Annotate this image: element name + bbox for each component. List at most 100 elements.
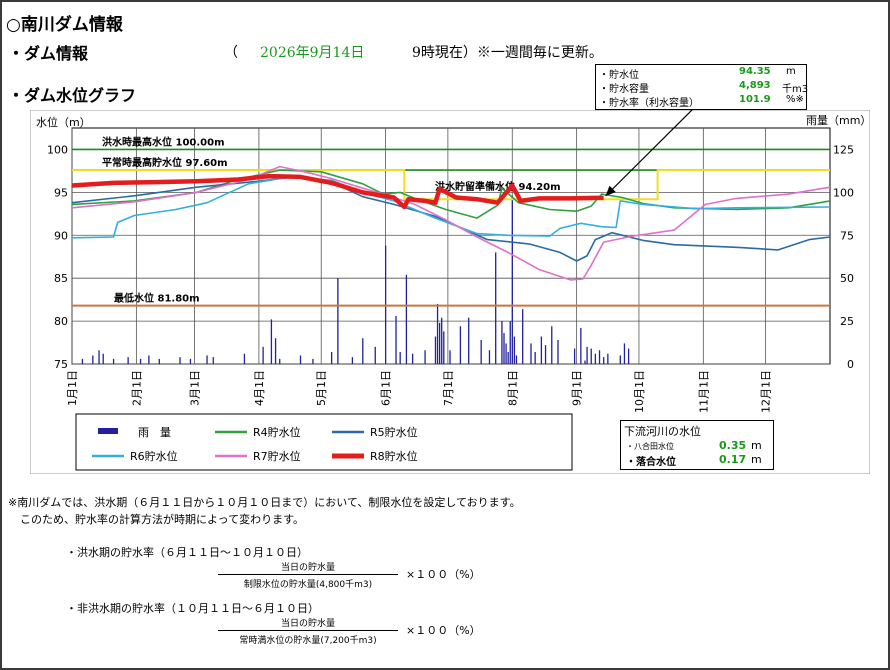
- downstream-row-ochiai: ・落合水位 0.17 m: [621, 453, 773, 468]
- legend-label: R8貯水位: [370, 449, 418, 463]
- rain-bar: [449, 350, 451, 364]
- rain-bar: [158, 358, 160, 364]
- x-tick-label: 12月1日: [760, 370, 773, 413]
- downstream-title: 下流河川の水位: [624, 425, 701, 438]
- current-rate-value: 101.9: [739, 94, 771, 105]
- y2-tick-label: 25: [840, 315, 854, 328]
- current-status-box: ・貯水位 94.35 m ・貯水容量 4,893 千m3 ・貯水率（利水容量） …: [595, 64, 808, 110]
- legend-label: R7貯水位: [253, 449, 301, 463]
- rain-bar: [405, 274, 408, 364]
- rain-bar: [395, 315, 397, 364]
- ochiai-unit: m: [751, 453, 762, 466]
- series-lines: [71, 165, 831, 281]
- dam-info-label: ・ダム情報: [8, 44, 89, 63]
- legend: 雨 量 R4貯水位 R5貯水位 R6貯水位 R7貯水位 R8貯水位: [75, 413, 573, 471]
- rain-bar: [495, 252, 497, 364]
- rain-bar: [544, 345, 547, 364]
- rain-bar: [270, 319, 273, 364]
- rain-bar: [81, 358, 84, 364]
- current-row-volume: ・貯水容量 4,893 千m3: [596, 80, 808, 95]
- y2-tick-label: 75: [840, 229, 854, 242]
- note-line2: このため、貯水率の計算方法が時期によって変わります。: [20, 513, 305, 526]
- x-tick-label: 3月1日: [189, 370, 202, 406]
- rain-bar: [212, 357, 214, 364]
- rain-bar: [274, 338, 277, 364]
- update-date: 2026年9月14日: [260, 45, 365, 61]
- rain-bar: [540, 336, 543, 364]
- flood-multiplier: ×１００（%）: [406, 568, 481, 581]
- rain-bar: [374, 346, 376, 364]
- rain-bar: [443, 331, 445, 364]
- rain-bar: [351, 357, 354, 364]
- rain-bar: [603, 357, 605, 364]
- current-volume-value: 4,893: [739, 80, 771, 91]
- rain-bar: [511, 195, 513, 364]
- x-tick-label: 5月1日: [315, 370, 328, 406]
- x-tick-label: 11月1日: [697, 370, 710, 413]
- rain-bar: [299, 355, 302, 364]
- current-row-level: ・貯水位 94.35 m: [596, 66, 806, 81]
- rain-bar: [501, 321, 503, 364]
- rain-bar: [573, 348, 576, 364]
- rain-bar: [411, 353, 414, 364]
- rain-bar: [590, 348, 592, 364]
- update-time-note: 9時現在）※一週間毎に更新。: [412, 45, 603, 61]
- rain-bar: [480, 339, 482, 364]
- reference-line-label: 平常時最高貯水位 97.60m: [102, 156, 228, 169]
- rain-bar: [580, 327, 582, 364]
- reference-line-label: 洪水時最高水位 100.00m: [102, 135, 225, 148]
- y2-tick-label: 125: [833, 143, 854, 156]
- rain-bar: [513, 336, 516, 364]
- y-tick-label: 85: [54, 272, 68, 285]
- y2-tick-label: 100: [833, 186, 854, 199]
- rain-bar: [127, 357, 129, 364]
- rain-bar: [243, 353, 246, 364]
- axis-labels: 75 80 85 90 95 100 0 25 50 75 100 125 1月1日 2月1日 3月1日 4月…: [47, 143, 854, 413]
- rain-bar: [206, 355, 208, 364]
- nonflood-period-title: ・非洪水期の貯水率（１０月１１日～６月１０日）: [66, 602, 319, 615]
- page-title: ○南川ダム情報: [6, 15, 123, 35]
- callout-arrow-head: [605, 185, 616, 196]
- current-volume-label: ・貯水容量: [599, 84, 649, 95]
- y2-tick-label: 0: [847, 358, 854, 371]
- rain-bar: [594, 353, 597, 364]
- rain-bar: [586, 346, 588, 364]
- flood-numerator: 当日の貯水量: [218, 560, 398, 575]
- rain-bar: [488, 350, 491, 364]
- legend-label: R4貯水位: [253, 425, 301, 439]
- reference-line-label: 洪水貯留準備水位 94.20m: [435, 180, 561, 193]
- x-tick-label: 4月1日: [253, 370, 266, 406]
- x-tick-label: 10月1日: [633, 370, 646, 413]
- x-tick-label: 7月1日: [442, 370, 455, 406]
- current-level-unit: m: [786, 66, 796, 77]
- rain-bar: [507, 351, 509, 364]
- hachigoda-value: 0.35: [719, 439, 747, 452]
- rain-bar: [534, 351, 536, 364]
- nonflood-multiplier: ×１００（%）: [406, 624, 481, 637]
- current-rate-unit: %※: [786, 94, 804, 105]
- rain-bar: [330, 351, 333, 364]
- flood-fraction: 当日の貯水量 制限水位の貯水量(4,800千m3): [218, 560, 398, 590]
- rain-bar: [424, 350, 426, 364]
- reference-line-label: 最低水位 81.80m: [114, 292, 200, 305]
- note-line1: ※南川ダムでは、洪水期（６月１１日から１０月１０日まで）において、制限水位を設定…: [8, 496, 521, 509]
- date-open-paren: （: [224, 45, 238, 61]
- legend-swatch: [98, 428, 118, 434]
- rain-bar: [503, 333, 505, 364]
- rain-bar: [584, 360, 586, 364]
- x-tick-label: 2月1日: [130, 370, 143, 406]
- rain-bar: [98, 350, 100, 364]
- flood-denominator: 制限水位の貯水量(4,800千m3): [243, 580, 373, 590]
- rain-bar: [279, 358, 281, 364]
- x-tick-label: 6月1日: [380, 370, 393, 406]
- y2-tick-label: 50: [840, 272, 854, 285]
- rain-bar: [179, 357, 181, 364]
- nonflood-denominator: 常時満水位の貯水量(7,200千m3): [239, 636, 377, 646]
- hachigoda-unit: m: [751, 439, 762, 452]
- rain-bar: [337, 278, 339, 364]
- rain-bar: [189, 358, 192, 364]
- graph-label: ・ダム水位グラフ: [8, 86, 137, 105]
- rain-bar: [441, 317, 443, 364]
- rain-bar: [505, 343, 507, 364]
- rain-bar: [598, 350, 601, 364]
